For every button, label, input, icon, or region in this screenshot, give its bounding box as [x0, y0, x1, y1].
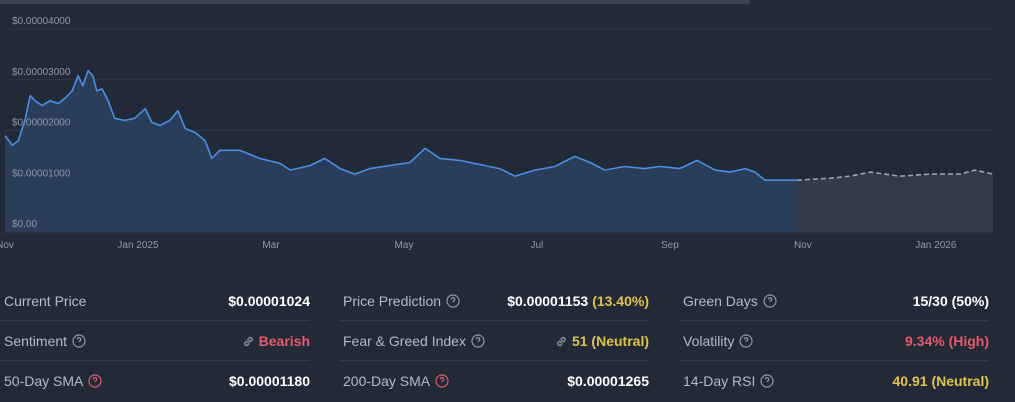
stat-value-text: $0.00001265: [567, 373, 649, 389]
stat-label-text: Fear & Greed Index: [343, 333, 466, 349]
x-tick-label: Jul: [530, 240, 543, 251]
stat-value: $0.00001265: [567, 373, 649, 389]
stat-label: Fear & Greed Index: [343, 333, 485, 349]
x-tick-label: Nov: [794, 240, 812, 251]
stat-cell: Fear & Greed Index 51 (Neutral): [339, 321, 649, 361]
stat-label-text: 200-Day SMA: [343, 373, 431, 389]
x-tick-label: Nov: [0, 240, 14, 251]
stat-label-text: Price Prediction: [343, 293, 442, 309]
x-tick-label: May: [394, 240, 413, 251]
top-bar: [0, 0, 750, 4]
help-icon[interactable]: [763, 294, 777, 308]
area: [796, 170, 993, 232]
stat-value-text: $0.00001153: [507, 293, 589, 309]
y-tick-label: $0.00: [12, 219, 37, 230]
stat-label-text: 50-Day SMA: [4, 373, 84, 389]
stat-label: Sentiment: [4, 333, 86, 349]
y-tick-label: $0.00001000: [12, 168, 71, 179]
stat-value: 51 (Neutral): [555, 333, 649, 349]
x-tick-label: Jan 2025: [117, 240, 159, 251]
x-tick-label: Sep: [661, 240, 679, 251]
stat-cell: Volatility 9.34% (High): [679, 321, 989, 361]
stat-label: 200-Day SMA: [343, 373, 449, 389]
stat-value-text: 51 (Neutral): [571, 333, 649, 349]
stat-label: Price Prediction: [343, 293, 460, 309]
link-icon[interactable]: [242, 335, 255, 348]
help-icon[interactable]: [435, 374, 449, 388]
stat-label-text: Volatility: [683, 333, 735, 349]
stat-label: Volatility: [683, 333, 753, 349]
help-icon[interactable]: [88, 374, 102, 388]
series-line: [4, 69, 797, 181]
x-tick-label: Mar: [262, 240, 280, 251]
stat-value: 15/30 (50%): [913, 293, 989, 309]
help-icon[interactable]: [72, 334, 86, 348]
help-icon[interactable]: [471, 334, 485, 348]
stat-value: $0.00001153 (13.40%): [507, 293, 649, 309]
stat-label: Green Days: [683, 293, 777, 309]
stat-cell: 50-Day SMA $0.00001180: [0, 361, 310, 401]
y-tick-label: $0.00003000: [12, 67, 71, 78]
stat-note: (13.40%): [592, 293, 649, 309]
stat-label-text: Green Days: [683, 293, 758, 309]
x-tick-label: Jan 2026: [915, 240, 957, 251]
y-tick-label: $0.00002000: [12, 118, 71, 129]
link-icon[interactable]: [555, 335, 568, 348]
stat-label: Current Price: [4, 293, 87, 309]
stat-value-text: 15/30 (50%): [912, 293, 989, 309]
stat-cell: Price Prediction $0.00001153 (13.40%): [339, 281, 649, 321]
help-icon[interactable]: [446, 294, 460, 308]
stat-label-text: Sentiment: [4, 333, 68, 349]
stat-value: Bearish: [242, 333, 310, 349]
stat-value-text: 9.34% (High): [904, 333, 989, 349]
stat-value-text: 40.91 (Neutral): [892, 373, 989, 389]
stat-value: 40.91 (Neutral): [893, 373, 989, 389]
stat-cell: Sentiment Bearish: [0, 321, 310, 361]
stat-value-text: $0.00001024: [228, 293, 310, 309]
stat-label-text: 14-Day RSI: [683, 373, 756, 389]
area: [5, 70, 797, 232]
stat-label: 50-Day SMA: [4, 373, 102, 389]
y-tick-label: $0.00004000: [12, 16, 71, 27]
stat-value: $0.00001180: [229, 373, 310, 389]
stat-label: 14-Day RSI: [683, 373, 774, 389]
stat-cell: Current Price $0.00001024: [0, 281, 310, 321]
stat-cell: 14-Day RSI 40.91 (Neutral): [679, 361, 989, 401]
stat-cell: Green Days 15/30 (50%): [679, 281, 989, 321]
help-icon[interactable]: [739, 334, 753, 348]
stat-value: 9.34% (High): [905, 333, 989, 349]
stat-cell: 200-Day SMA $0.00001265: [339, 361, 649, 401]
help-icon[interactable]: [760, 374, 774, 388]
stat-value-text: Bearish: [258, 333, 310, 349]
chart: $0.00 $0.00001000 $0.00002000 $0.00003000 $0…: [0, 0, 994, 251]
stat-value-text: $0.00001180: [229, 373, 310, 389]
stat-value: $0.00001024: [228, 293, 310, 309]
